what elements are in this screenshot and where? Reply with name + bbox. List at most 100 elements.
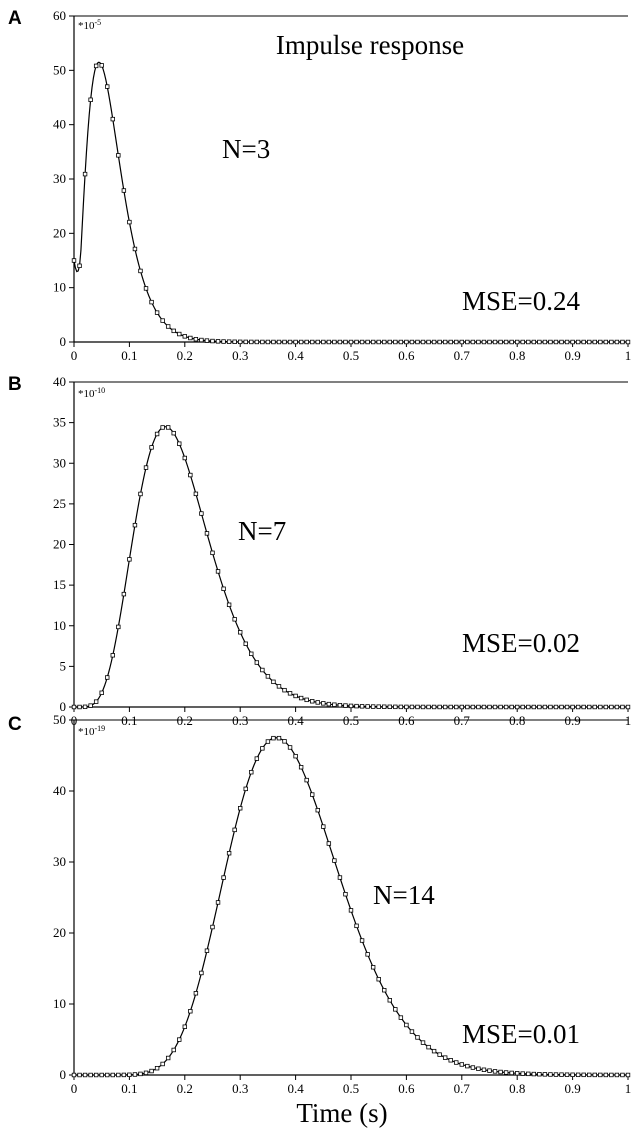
- data-point-marker: [110, 653, 115, 658]
- data-point-marker: [99, 1072, 104, 1078]
- data-point-marker: [304, 777, 309, 783]
- data-point-marker: [531, 339, 537, 345]
- data-point-marker: [232, 339, 237, 344]
- x-tick-label: 0.2: [177, 1081, 193, 1096]
- data-point-marker: [77, 263, 82, 268]
- data-point-marker: [393, 1007, 398, 1012]
- data-point-marker: [559, 704, 564, 710]
- data-point-marker: [409, 1029, 415, 1034]
- data-point-marker: [165, 324, 171, 329]
- data-point-marker: [82, 1072, 88, 1078]
- data-point-marker: [498, 339, 503, 345]
- data-point-marker: [548, 339, 553, 345]
- data-point-marker: [332, 702, 337, 707]
- data-point-marker: [310, 699, 315, 704]
- y-tick-label: 50: [53, 62, 66, 77]
- data-point-marker: [276, 735, 282, 741]
- data-point-marker: [570, 704, 575, 710]
- scale-factor-label: *10-10: [78, 386, 105, 400]
- x-tick-label: 0.8: [509, 1081, 525, 1096]
- data-point-marker: [537, 339, 542, 345]
- data-point-marker: [531, 704, 537, 710]
- data-point-marker: [132, 1072, 138, 1077]
- data-point-marker: [487, 339, 492, 345]
- data-point-marker: [265, 339, 271, 345]
- data-point-marker: [177, 331, 182, 337]
- data-point-marker: [127, 1072, 132, 1077]
- data-point-marker: [393, 704, 398, 710]
- scale-factor-label: *10-19: [78, 724, 105, 738]
- data-point-marker: [215, 339, 221, 344]
- data-point-marker: [553, 704, 559, 710]
- data-point-marker: [287, 745, 293, 750]
- data-point-marker: [254, 660, 260, 665]
- data-point-marker: [343, 703, 348, 708]
- x-tick-label: 0: [71, 348, 78, 363]
- data-point-marker: [520, 704, 525, 710]
- data-point-marker: [337, 339, 343, 345]
- data-point-marker: [442, 339, 448, 345]
- data-point-marker: [365, 704, 370, 709]
- scale-base: *10: [78, 388, 95, 400]
- y-tick-label: 20: [53, 225, 66, 240]
- data-point-marker: [526, 1071, 531, 1077]
- data-point-marker: [165, 425, 171, 430]
- data-point-marker: [437, 339, 442, 345]
- data-point-marker: [93, 699, 99, 704]
- mse-annotation: MSE=0.24: [462, 286, 580, 316]
- y-tick-label: 25: [53, 496, 66, 511]
- y-tick-label: 10: [53, 996, 66, 1011]
- data-point-marker: [165, 1055, 171, 1061]
- y-tick-label: 30: [53, 455, 66, 470]
- x-tick-label: 0.5: [343, 348, 359, 363]
- y-tick-label: 0: [60, 699, 67, 714]
- data-point-marker: [182, 455, 187, 461]
- panel-c: C *10-19 0 10 20 30 40 50 0 0.1 0.2 0.3 0.4 0.5 0.6 0.7…: [8, 712, 631, 1096]
- data-point-marker: [404, 1022, 409, 1028]
- data-point-marker: [426, 339, 431, 345]
- data-point-marker: [454, 1060, 459, 1065]
- y-tick-label: 10: [53, 618, 66, 633]
- data-point-marker: [93, 1072, 99, 1078]
- data-point-marker: [326, 701, 332, 707]
- x-tick-label: 0.8: [509, 348, 525, 363]
- y-tick-label: 40: [53, 783, 66, 798]
- data-point-marker: [271, 339, 276, 345]
- data-point-marker: [293, 693, 298, 699]
- data-point-marker: [116, 1072, 121, 1078]
- data-point-marker: [409, 704, 415, 710]
- data-point-marker: [254, 339, 260, 345]
- y-tick-label: 0: [60, 1067, 67, 1082]
- data-point-marker: [609, 704, 614, 710]
- data-point-marker: [71, 258, 77, 263]
- data-point-marker: [370, 965, 376, 970]
- data-point-marker: [298, 339, 304, 345]
- data-point-marker: [282, 339, 287, 345]
- data-point-marker: [343, 892, 348, 897]
- data-point-marker: [553, 1072, 559, 1077]
- data-point-marker: [420, 1040, 426, 1045]
- data-point-marker: [171, 328, 176, 334]
- data-point-marker: [121, 591, 127, 597]
- data-point-marker: [332, 339, 337, 345]
- data-point-marker: [260, 746, 265, 751]
- data-point-marker: [160, 425, 165, 430]
- data-point-marker: [237, 630, 243, 635]
- data-point-marker: [609, 1072, 614, 1078]
- panel-letter: B: [8, 374, 22, 395]
- data-point-marker: [564, 1072, 570, 1077]
- scale-exponent: -5: [95, 18, 102, 27]
- data-point-marker: [210, 924, 215, 930]
- data-point-marker: [77, 704, 82, 710]
- data-point-marker: [470, 704, 476, 710]
- data-point-marker: [221, 875, 226, 880]
- data-point-marker: [492, 1069, 498, 1074]
- data-point-marker: [226, 339, 232, 344]
- data-point-marker: [304, 339, 309, 345]
- data-point-marker: [542, 1072, 548, 1077]
- y-tick-label: 15: [53, 577, 66, 592]
- data-point-marker: [237, 806, 243, 811]
- data-point-marker: [138, 268, 143, 274]
- data-point-marker: [620, 704, 625, 710]
